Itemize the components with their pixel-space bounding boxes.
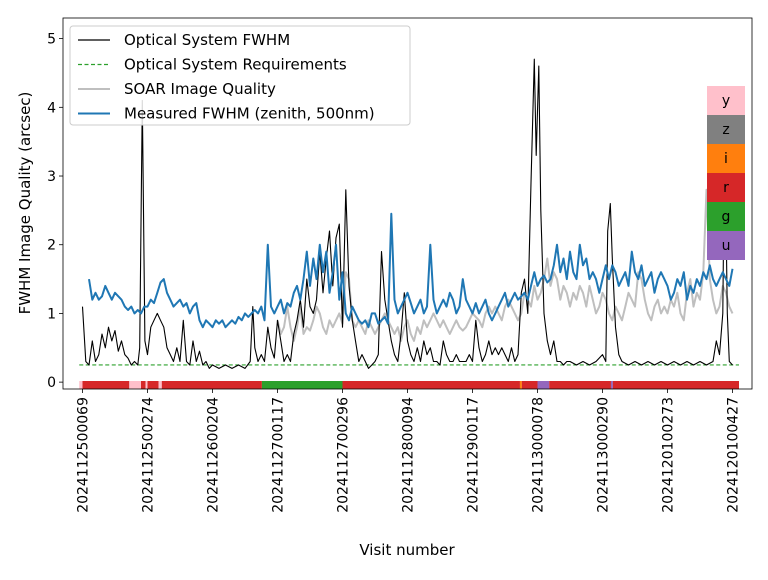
filter-label: u	[722, 238, 731, 254]
filter-band-r	[521, 381, 538, 389]
legend-label: Measured FWHM (zenith, 500nm)	[124, 105, 375, 123]
y-tick-label: 2	[47, 238, 56, 254]
filter-band-y	[129, 381, 141, 389]
y-tick-label: 4	[47, 100, 56, 116]
x-tick-label: 2024112900117	[466, 397, 482, 513]
y-axis: 0 1 2 3 4 5	[47, 32, 63, 391]
x-tick-label: 2024112700296	[336, 397, 352, 513]
series-line	[88, 212, 734, 329]
filter-band-r	[161, 381, 262, 389]
filter-swatch-u	[707, 231, 745, 260]
filter-band-u	[610, 381, 613, 389]
x-tick-label: 2024112700117	[271, 397, 287, 513]
y-tick-label: 3	[47, 169, 56, 185]
filter-band-y	[145, 381, 148, 389]
filter-band-y	[79, 381, 83, 389]
x-tick-label: 2024112500274	[141, 397, 157, 513]
x-tick-label: 2024113000290	[596, 397, 612, 513]
y-tick-label: 1	[47, 306, 56, 322]
filter-swatch-y	[707, 86, 745, 115]
filter-swatch-i	[707, 144, 745, 173]
x-tick-label: 2024120100273	[661, 397, 677, 513]
x-tick-label: 2024112600204	[206, 397, 222, 513]
filter-label: y	[722, 93, 730, 109]
filter-band-r	[82, 381, 130, 389]
filter-band-r	[141, 381, 146, 389]
legend-label: Optical System Requirements	[124, 56, 347, 74]
filter-label: g	[722, 209, 731, 225]
y-tick-label: 0	[47, 375, 56, 391]
filter-label: i	[724, 151, 728, 167]
series-line	[276, 188, 734, 342]
filter-swatch-z	[707, 115, 745, 144]
series-layer	[81, 58, 734, 369]
x-tick-label: 2024113000078	[531, 397, 547, 513]
legend-label: SOAR Image Quality	[124, 80, 276, 98]
filter-band-r	[147, 381, 159, 389]
filter-band-r	[549, 381, 611, 389]
filter-band-y	[158, 381, 162, 389]
filter-swatch-g	[707, 202, 745, 231]
filter-label: z	[722, 122, 729, 138]
filter-band-g	[261, 381, 343, 389]
legend-label: Optical System FWHM	[124, 31, 290, 49]
filter-band-r	[612, 381, 739, 389]
filter-band-strip	[79, 381, 739, 389]
x-tick-label: 2024120100427	[726, 397, 742, 513]
legend: Optical System FWHM Optical System Requir…	[69, 25, 411, 126]
x-tick-label: 2024112800094	[401, 397, 417, 513]
filter-band-i	[519, 381, 522, 389]
legend-box	[69, 25, 411, 126]
x-tick-label: 2024112500069	[76, 397, 92, 513]
filter-band-u	[537, 381, 550, 389]
filter-band-r	[342, 381, 520, 389]
x-axis-label: Visit number	[359, 541, 455, 559]
y-axis-label: FWHM Image Quality (arcsec)	[16, 92, 34, 315]
y-tick-label: 5	[47, 32, 56, 48]
x-axis: 2024112500069 2024112500274 2024112600204 2…	[76, 389, 742, 513]
filter-swatch-r	[707, 173, 745, 202]
filter-label: r	[723, 180, 729, 196]
